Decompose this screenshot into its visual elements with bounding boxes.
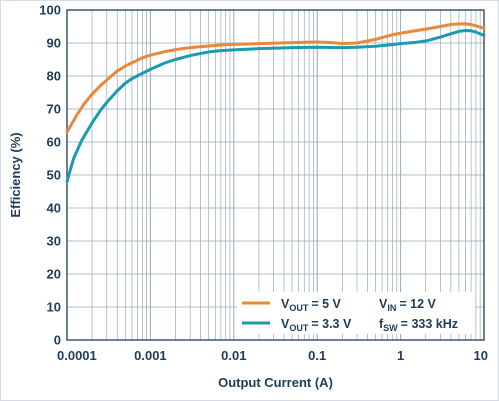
y-tick-label: 20 <box>47 267 61 282</box>
y-tick-label: 10 <box>47 300 61 315</box>
x-tick-label: 0.001 <box>134 348 167 363</box>
series-line-vout-3v3 <box>65 28 486 184</box>
y-axis-label: Efficiency (%) <box>8 132 23 217</box>
y-tick-label: 90 <box>47 36 61 51</box>
series-layer <box>65 22 486 184</box>
y-tick-label: 40 <box>47 201 61 216</box>
y-tick-label: 50 <box>47 168 61 183</box>
y-tick-labels: 0 10 20 30 40 50 60 70 80 90 100 <box>39 3 61 348</box>
legend-background <box>237 292 475 334</box>
y-tick-label: 80 <box>47 69 61 84</box>
x-tick-label: 10 <box>474 348 488 363</box>
x-tick-label: 0.1 <box>308 348 326 363</box>
legend-fsw: fSW = 333 kHz <box>379 317 458 333</box>
legend: VOUT = 5 V VOUT = 3.3 V VIN = 12 V fSW = 333… <box>237 292 475 334</box>
y-tick-label: 70 <box>47 102 61 117</box>
y-tick-label: 100 <box>39 3 61 18</box>
legend-label-3v3: VOUT = 3.3 V <box>281 317 352 333</box>
legend-label-5v: VOUT = 5 V <box>281 297 342 313</box>
plot-border <box>66 9 485 341</box>
x-axis-label: Output Current (A) <box>218 375 333 390</box>
x-tick-label: 1 <box>397 348 404 363</box>
x-tick-labels: 0.0001 0.001 0.01 0.1 1 10 <box>57 348 488 363</box>
legend-vin: VIN = 12 V <box>379 297 436 313</box>
series-line-vout-5v <box>65 22 486 134</box>
y-tick-label: 30 <box>47 234 61 249</box>
x-tick-label: 0.01 <box>221 348 246 363</box>
y-tick-label: 60 <box>47 135 61 150</box>
x-tick-label: 0.0001 <box>57 348 97 363</box>
y-tick-label: 0 <box>54 333 61 348</box>
